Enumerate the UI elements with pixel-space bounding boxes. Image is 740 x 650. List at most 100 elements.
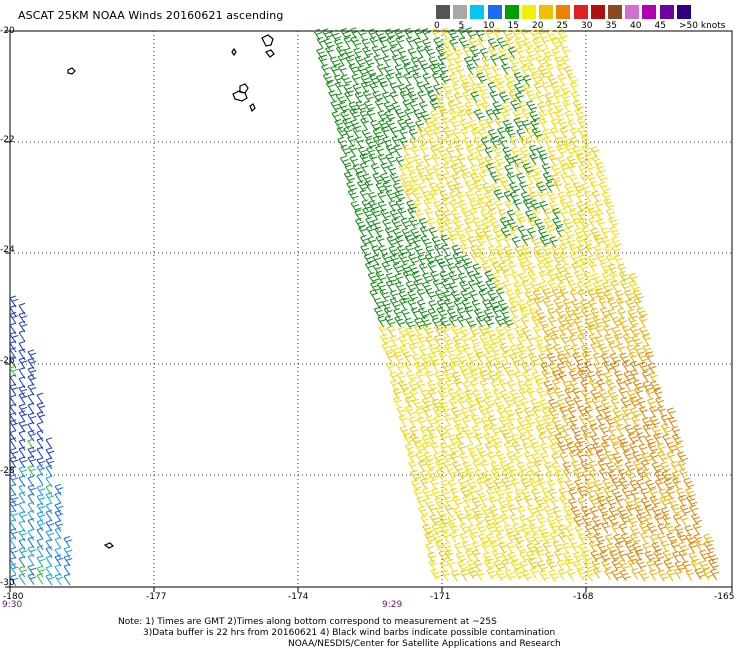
wind-barb	[45, 457, 55, 470]
wind-barb	[511, 155, 523, 167]
wind-barb	[634, 505, 646, 518]
wind-barb	[535, 505, 545, 518]
wind-barb	[441, 569, 451, 582]
wind-barb	[439, 432, 449, 445]
wind-barb	[679, 504, 691, 517]
wind-barb	[526, 515, 536, 528]
wind-barb	[465, 180, 477, 192]
wind-barb	[551, 288, 563, 301]
wind-barb	[611, 488, 623, 500]
wind-barb	[617, 506, 629, 519]
wind-barb	[595, 450, 607, 463]
wind-barb	[522, 75, 532, 87]
wind-barb	[397, 207, 407, 220]
wind-barb	[464, 306, 474, 318]
wind-barb	[619, 569, 631, 582]
wind-barb	[484, 146, 494, 159]
wind-barb	[448, 108, 460, 120]
wind-barb	[659, 495, 671, 508]
wind-barb	[577, 369, 589, 382]
wind-barb	[535, 424, 547, 436]
wind-barb	[521, 280, 533, 293]
wind-barb	[683, 477, 695, 490]
wind-barb	[549, 531, 559, 544]
wind-barb	[425, 245, 435, 258]
wind-barb	[554, 137, 566, 149]
wind-barb	[559, 451, 569, 464]
wind-barb	[632, 379, 644, 392]
wind-barb	[512, 523, 524, 535]
wind-barb	[649, 451, 659, 464]
wind-barb	[465, 549, 475, 562]
wind-barb	[502, 432, 514, 445]
wind-barb	[586, 371, 596, 383]
wind-barb	[9, 304, 17, 317]
wind-barb	[9, 546, 19, 559]
wind-barb	[501, 469, 513, 481]
wind-barb	[529, 191, 538, 204]
wind-barb	[623, 378, 633, 391]
wind-barb	[359, 189, 369, 202]
wind-barb	[395, 36, 405, 49]
wind-barb	[560, 172, 570, 184]
wind-barb	[344, 164, 354, 177]
map-title: ASCAT 25KM NOAA Winds 20160621 ascending	[18, 9, 284, 22]
wind-barb	[375, 29, 387, 42]
legend-label: 5	[458, 21, 465, 31]
wind-barb	[538, 270, 548, 283]
wind-barb	[506, 451, 518, 464]
wind-barb	[493, 478, 505, 490]
legend-swatch	[504, 5, 519, 19]
wind-barb	[677, 495, 687, 507]
wind-barb	[530, 235, 542, 247]
wind-barb	[18, 357, 28, 369]
wind-barb	[395, 108, 406, 121]
wind-barb	[389, 172, 401, 185]
wind-barb	[416, 496, 426, 508]
wind-barb	[482, 551, 494, 564]
wind-barb	[516, 461, 528, 474]
wind-barb	[546, 225, 555, 238]
wind-barb	[477, 128, 489, 141]
wind-barb	[667, 497, 679, 509]
wind-barb	[472, 459, 482, 472]
wind-barb	[551, 173, 560, 186]
wind-barb	[557, 73, 567, 86]
wind-barb	[27, 421, 35, 434]
wind-barb	[636, 432, 646, 444]
wind-barb	[408, 342, 418, 355]
wind-barb	[493, 559, 505, 572]
wind-barb	[501, 477, 513, 490]
wind-barb	[399, 55, 411, 68]
wind-barb	[422, 38, 431, 51]
wind-barb	[36, 446, 44, 459]
wind-barb	[475, 65, 484, 78]
wind-barb	[565, 360, 577, 373]
wind-barb	[534, 416, 546, 428]
wind-barb	[452, 252, 464, 265]
wind-barb	[481, 217, 493, 230]
wind-barb	[560, 135, 572, 148]
wind-barb	[668, 416, 677, 429]
wind-barb	[447, 262, 456, 275]
legend-label: 20	[532, 21, 544, 31]
wind-barb	[563, 505, 575, 518]
wind-barb	[474, 227, 486, 240]
wind-barb	[657, 569, 669, 582]
wind-barb	[369, 36, 379, 48]
wind-barb	[553, 549, 563, 562]
wind-barb	[454, 542, 463, 555]
wind-barb	[526, 344, 536, 357]
wind-barb	[470, 91, 480, 103]
wind-barb	[411, 145, 420, 158]
wind-barb	[516, 342, 528, 355]
wind-barb	[566, 568, 576, 581]
wind-barb	[431, 119, 443, 131]
legend-label: 25	[556, 21, 568, 31]
wind-barb	[411, 189, 423, 202]
wind-barb	[628, 272, 638, 285]
wind-barb	[602, 360, 614, 373]
wind-barb	[550, 333, 560, 346]
wind-barb	[18, 484, 26, 497]
wind-barb	[628, 280, 640, 292]
